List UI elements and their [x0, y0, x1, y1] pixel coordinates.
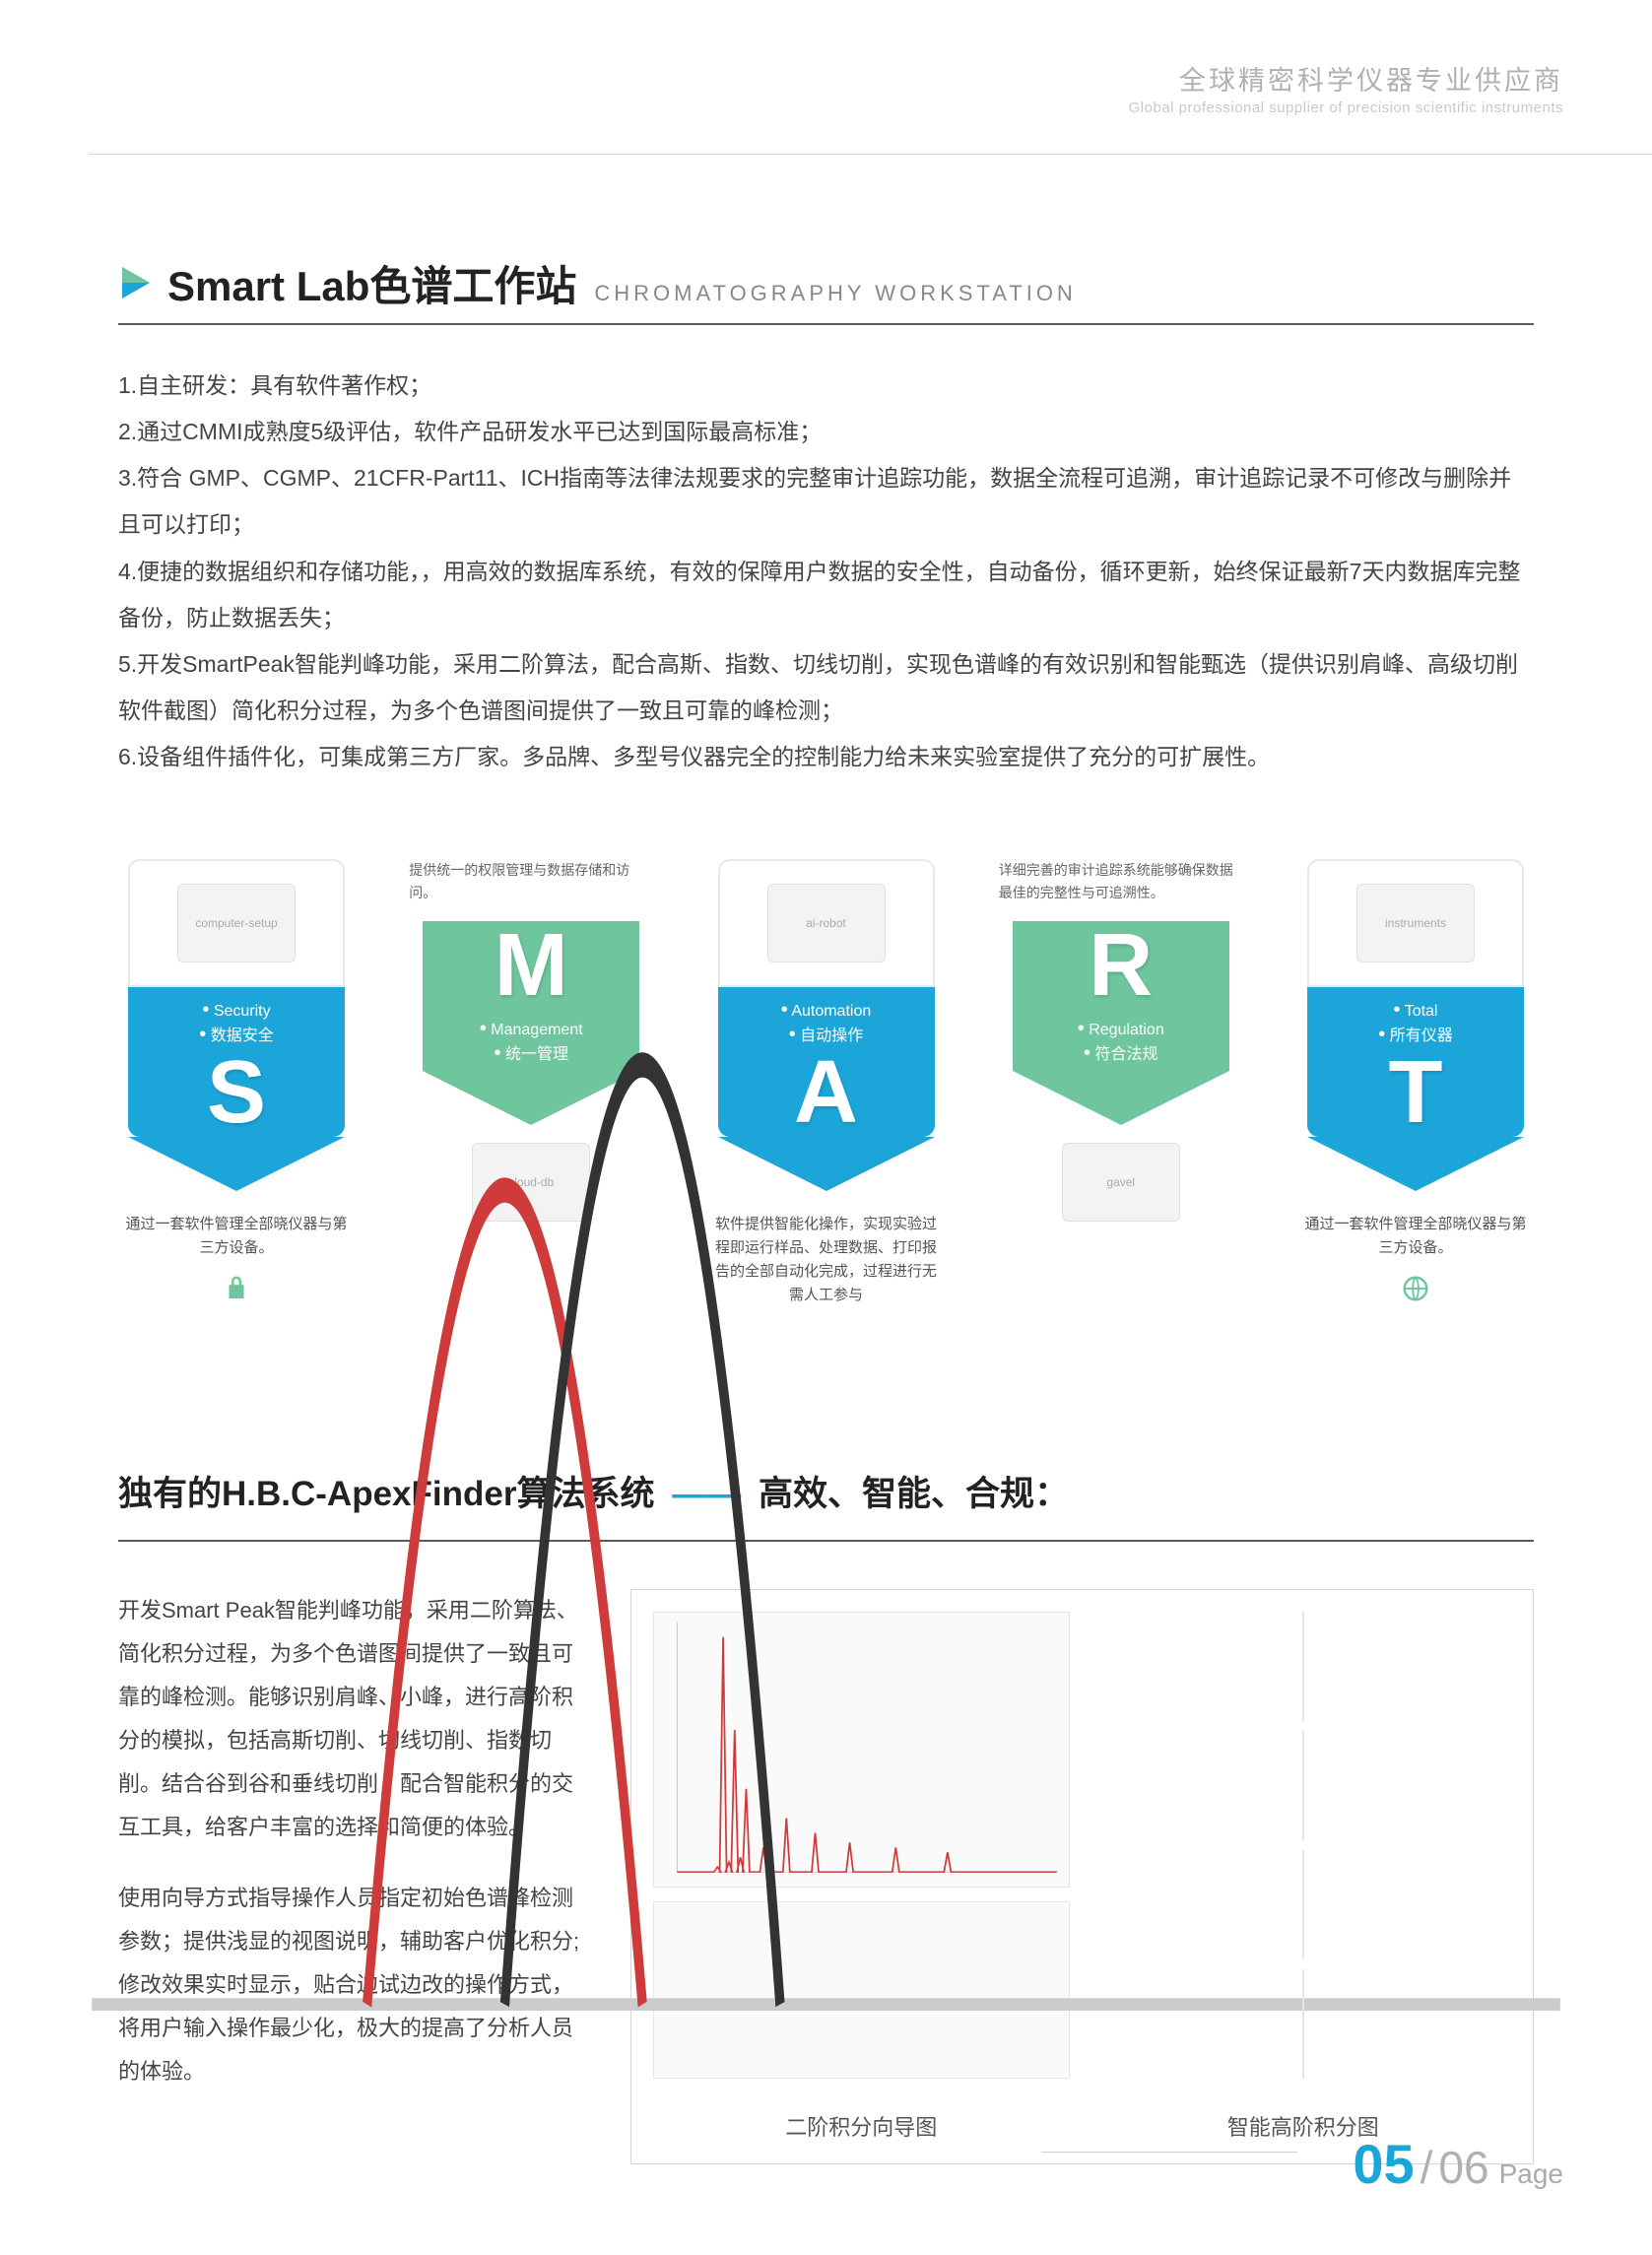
figure-box: 二阶积分向导图 智能高阶积分图 — [630, 1589, 1534, 2164]
page-total: 06 — [1438, 2141, 1488, 2194]
page-label: Page — [1499, 2158, 1563, 2190]
integration-panel — [1302, 1850, 1304, 1959]
chromatogram-sub — [653, 1901, 1070, 2079]
integration-panel — [1302, 1612, 1304, 1721]
page-slash: / — [1421, 2141, 1433, 2194]
page-current: 05 — [1353, 2132, 1414, 2196]
integration-panel — [1302, 1969, 1304, 2079]
integration-panel — [1302, 1731, 1304, 1840]
page-footer: 05 / 06 Page — [1353, 2132, 1563, 2196]
